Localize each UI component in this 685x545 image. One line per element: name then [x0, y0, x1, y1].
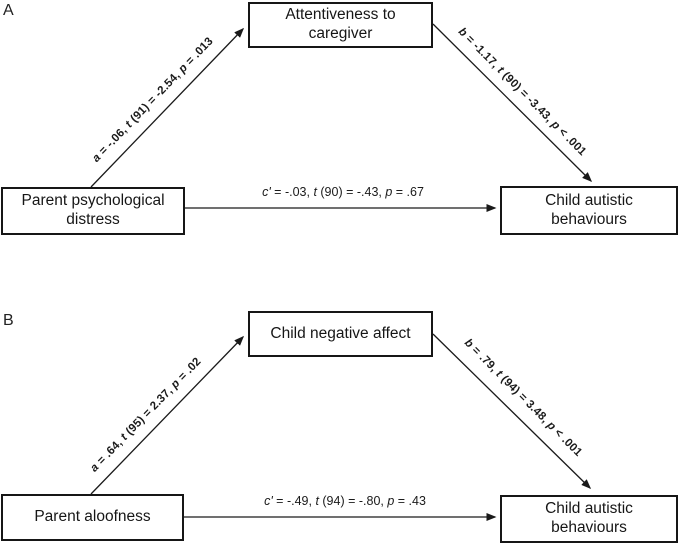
panel-b-outcome-label: Child autistic behaviours — [545, 500, 633, 536]
panel-b-mediator-box: Child negative affect — [248, 311, 433, 357]
panel-b-mediator-label: Child negative affect — [270, 324, 411, 342]
panel-a-path-a-arrow — [90, 27, 245, 188]
panel-a-predictor-label: Parent psychological distress — [21, 192, 165, 228]
panel-b-path-a-arrow — [90, 335, 245, 495]
panel-b-predictor-box: Parent aloofness — [1, 494, 184, 541]
panel-b-path-c-label: c' = -.49, t (94) = -.80, p = .43 — [264, 494, 426, 508]
panel-a-outcome-label: Child autistic behaviours — [545, 191, 633, 228]
panel-b-path-b-arrow — [432, 333, 592, 490]
panel-a-mediator-box: Attentiveness to caregiver — [248, 2, 433, 48]
panel-a-predictor-box: Parent psychological distress — [1, 187, 185, 235]
panel-a-outcome-box: Child autistic behaviours — [500, 186, 678, 235]
panel-b-outcome-box: Child autistic behaviours — [500, 495, 678, 543]
panel-a-path-c-label: c' = -.03, t (90) = -.43, p = .67 — [262, 185, 424, 199]
panel-b-letter: B — [3, 312, 14, 329]
panel-b-predictor-label: Parent aloofness — [34, 508, 151, 526]
panel-a-mediator-label: Attentiveness to caregiver — [285, 6, 396, 42]
panel-a-path-b-arrow — [432, 23, 593, 183]
panel-a-letter: A — [3, 2, 14, 19]
